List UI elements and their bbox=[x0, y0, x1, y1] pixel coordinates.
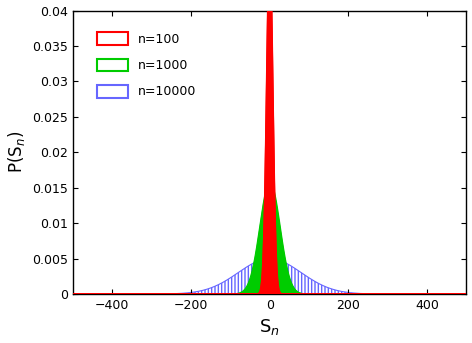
Y-axis label: P(S$_n$): P(S$_n$) bbox=[6, 131, 26, 174]
X-axis label: S$_n$: S$_n$ bbox=[259, 317, 280, 338]
Legend: n=100, n=1000, n=10000: n=100, n=1000, n=10000 bbox=[87, 23, 207, 108]
